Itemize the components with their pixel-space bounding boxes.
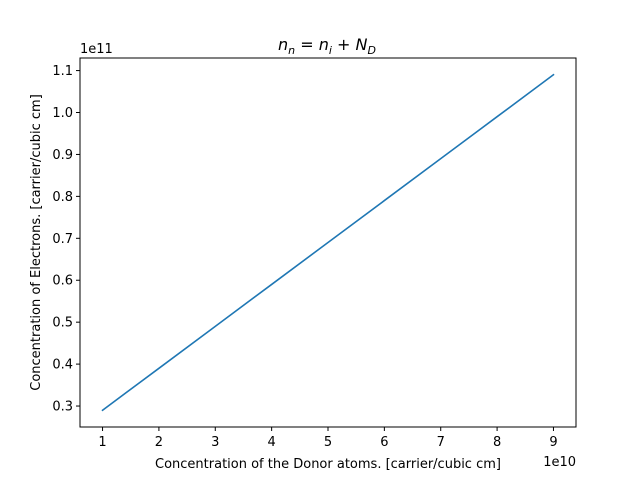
y-tick-label: 0.8 [52,190,73,205]
x-axis-ticks: 1 2 3 4 5 6 7 8 9 [98,427,558,450]
y-tick-label: 1.1 [52,64,73,79]
y-axis-label: Concentration of Electrons. [carrier/cub… [29,94,44,391]
y-tick-label: 0.4 [52,358,73,373]
x-tick-label: 9 [549,435,557,450]
y-tick-label: 0.3 [52,400,73,415]
x-tick-label: 5 [324,435,332,450]
x-tick-label: 7 [437,435,445,450]
x-tick-label: 6 [380,435,388,450]
series-lines [101,73,555,412]
series-line [101,73,555,412]
y-axis-offset-label: 1e11 [80,42,113,57]
plot-area: 1 2 3 4 5 6 7 8 9 0.3 0.4 0.5 0.6 0.7 0.8 0.9 1.0 1.1 [52,57,577,450]
y-tick-label: 1.0 [52,106,73,121]
y-tick-label: 0.9 [52,148,73,163]
x-tick-label: 4 [267,435,275,450]
x-tick-label: 8 [493,435,501,450]
x-axis-label: Concentration of the Donor atoms. [carri… [155,457,501,472]
y-tick-label: 0.7 [52,232,73,247]
x-tick-label: 1 [98,435,106,450]
x-axis-offset-label: 1e10 [543,455,576,470]
y-axis-ticks: 0.3 0.4 0.5 0.6 0.7 0.8 0.9 1.0 1.1 [52,64,80,415]
x-tick-label: 2 [155,435,163,450]
x-tick-label: 3 [211,435,219,450]
chart-title: nn = ni + ND [278,35,376,57]
y-tick-label: 0.6 [52,274,73,289]
y-tick-label: 0.5 [52,316,73,331]
